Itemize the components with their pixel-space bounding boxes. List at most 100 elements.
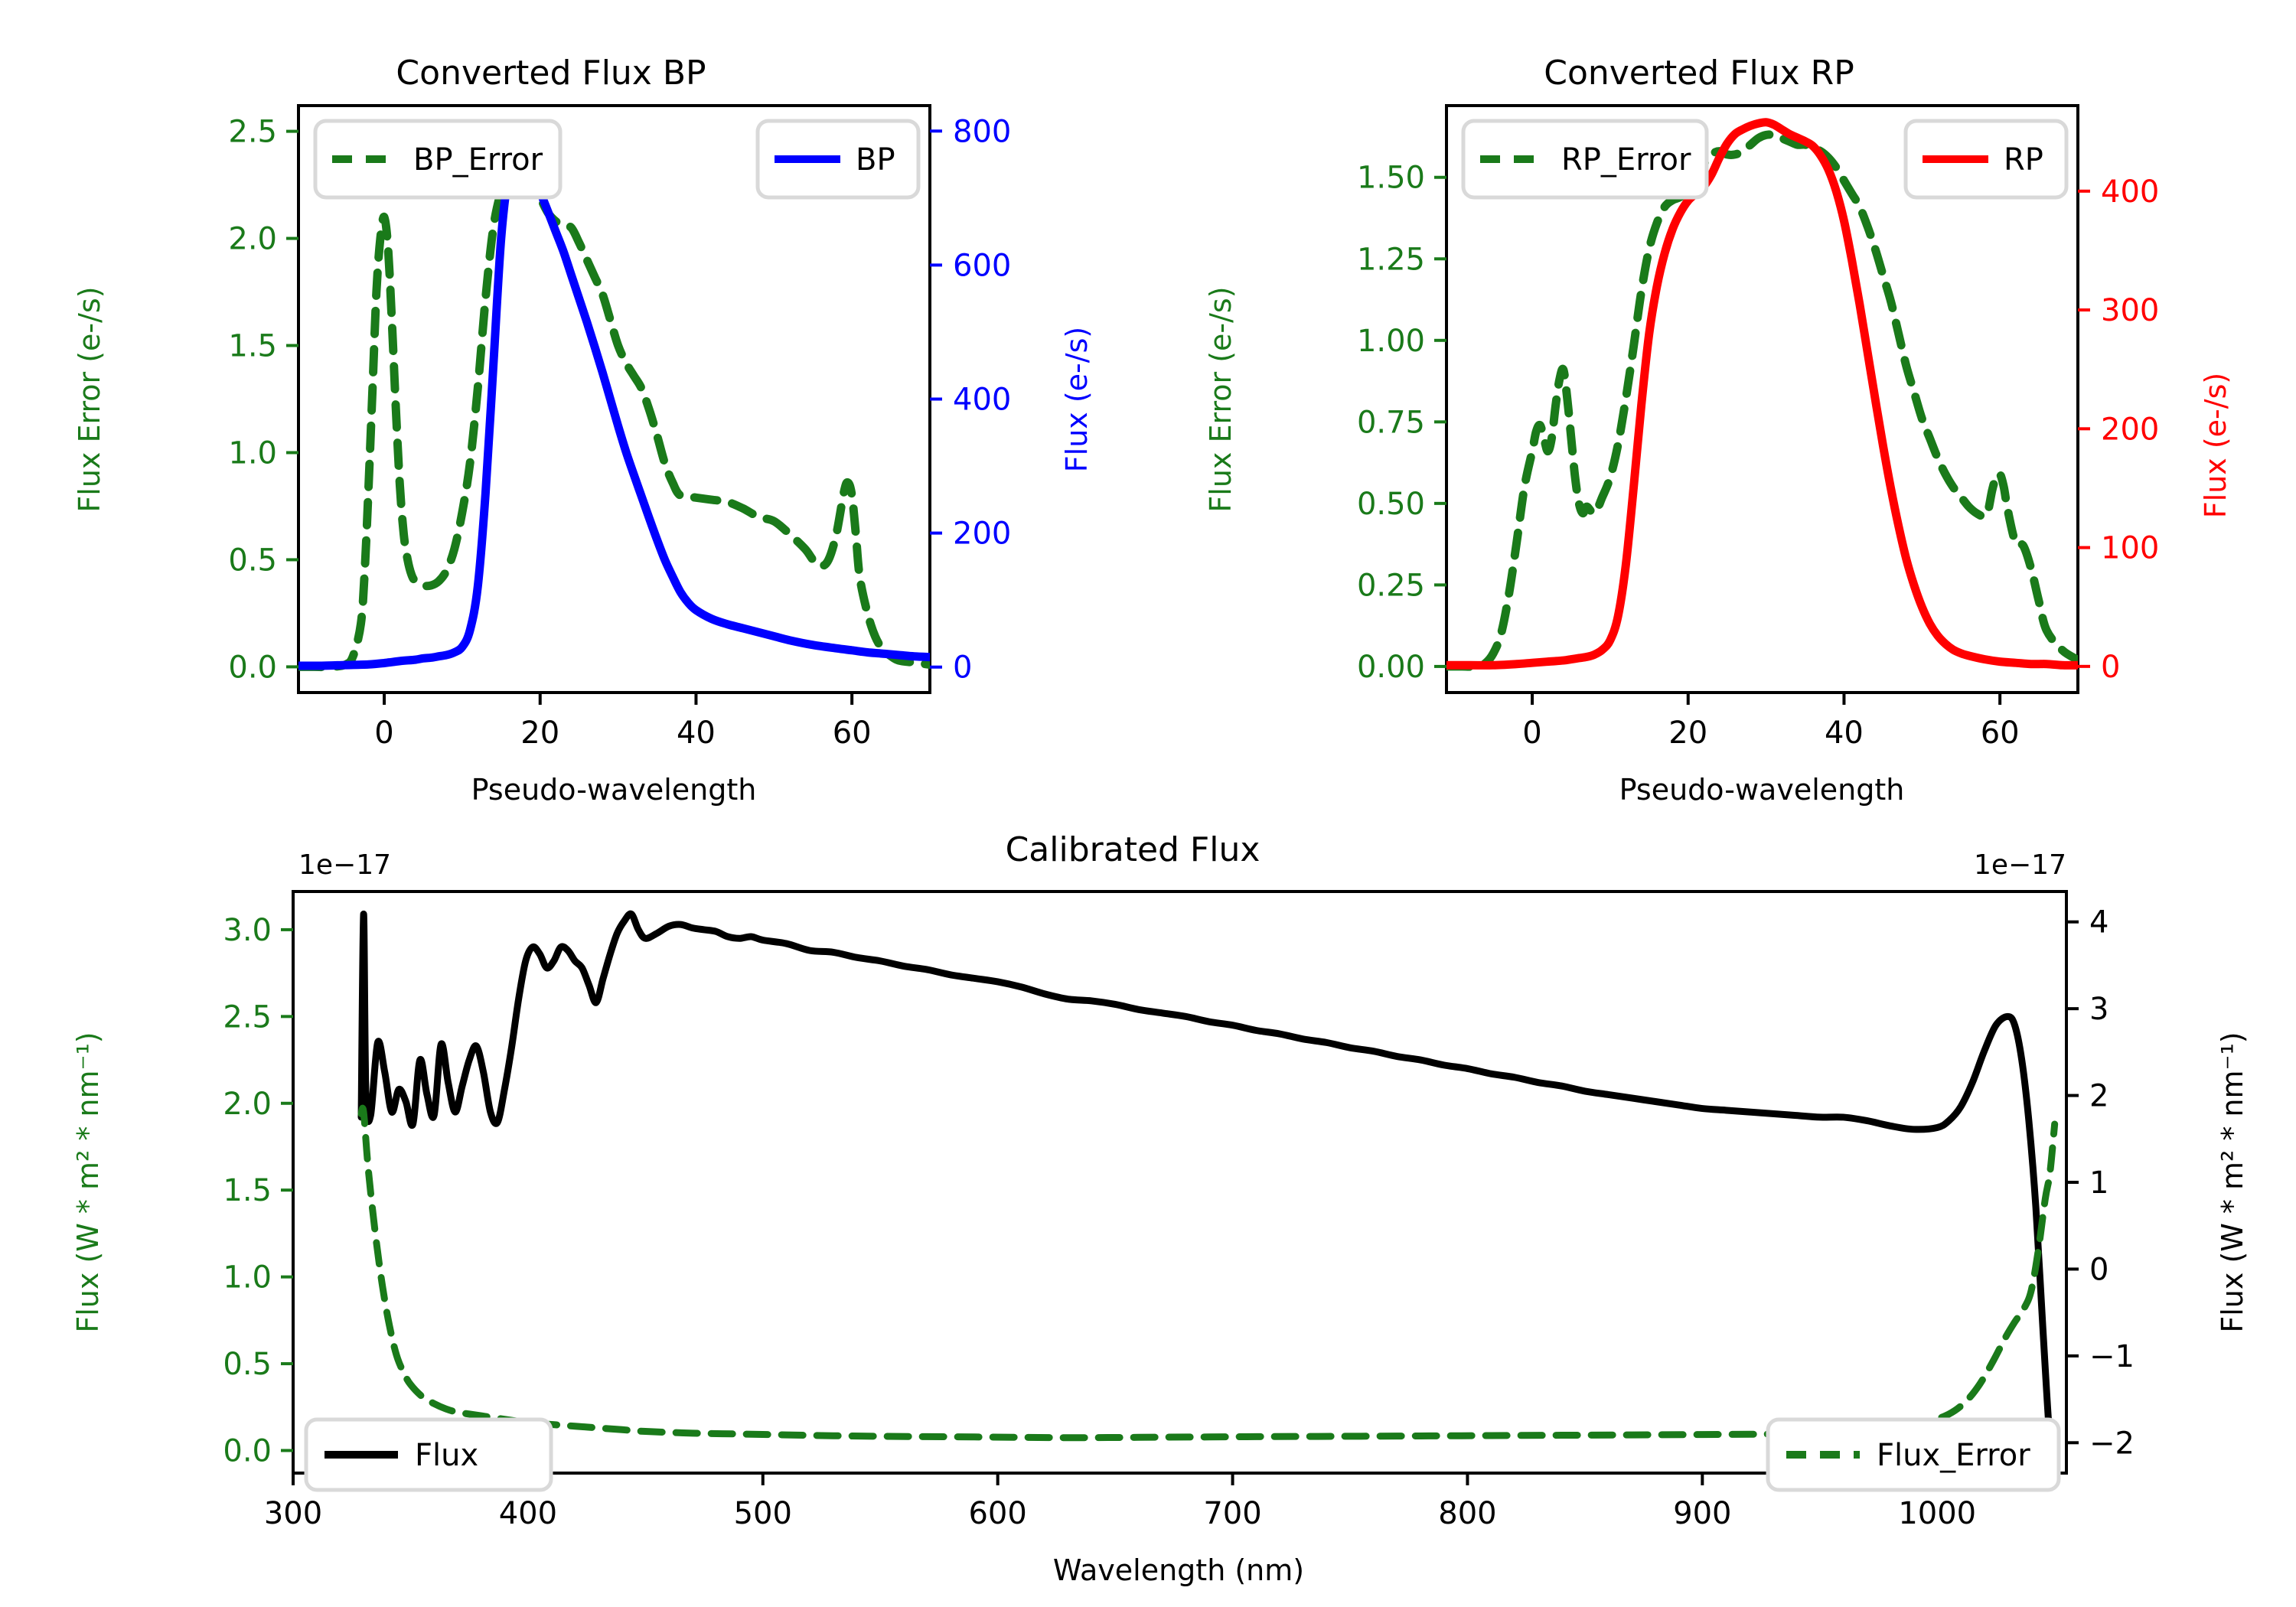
cal-curves	[357, 910, 2059, 1475]
cal-legend-flux-label: Flux	[415, 1438, 478, 1473]
bp-right-tick-label: 400	[953, 383, 1011, 418]
bp-x-tick-label: 0	[374, 715, 393, 751]
rp-right-tick-label: 100	[2101, 531, 2159, 566]
bp-curves	[298, 135, 930, 672]
cal-legend-flux[interactable]: Flux	[304, 1417, 553, 1492]
cal-legend-error-label: Flux_Error	[1877, 1438, 2030, 1473]
cal-right-tick-label: 1	[2089, 1165, 2108, 1201]
cal-left-axis-ticks: 0.0 0.5 1.0 1.5 2.0 2.5 3.0	[223, 913, 293, 1469]
cal-x-tick-label: 700	[1203, 1496, 1261, 1531]
bp-xlabel: Pseudo-wavelength	[471, 773, 757, 807]
rp-left-tick-label: 0.75	[1357, 405, 1425, 440]
bp-ylabel-left: Flux Error (e-/s)	[73, 286, 106, 512]
bp-right-tick-label: 200	[953, 517, 1011, 552]
rp-left-axis-ticks: 0.00 0.25 0.50 0.75 1.00 1.25 1.50	[1357, 161, 1446, 685]
rp-series-rp_error	[1446, 130, 2078, 671]
rp-legend-error-label: RP_Error	[1561, 142, 1691, 178]
cal-ylabel-left: Flux (W * m² * nm⁻¹)	[71, 1032, 105, 1332]
cal-offset-left: 1e−17	[298, 849, 391, 881]
cal-x-tick-label: 600	[968, 1496, 1026, 1531]
cal-left-tick-label: 1.0	[223, 1260, 272, 1296]
cal-right-tick-label: 0	[2089, 1252, 2108, 1287]
bp-left-axis-ticks: 0.0 0.5 1.0 1.5 2.0 2.5	[228, 115, 298, 685]
bp-left-tick-label: 0.0	[228, 650, 277, 685]
rp-legend-error[interactable]: RP_Error	[1461, 119, 1709, 200]
rp-right-tick-label: 300	[2101, 293, 2159, 328]
cal-plot-frame	[292, 890, 2068, 1475]
rp-right-tick-label: 400	[2101, 174, 2159, 210]
bp-legend-error[interactable]: BP_Error	[313, 119, 563, 200]
cal-left-tick-label: 2.0	[223, 1087, 272, 1122]
cal-legend-error[interactable]: Flux_Error	[1766, 1417, 2061, 1492]
cal-xlabel: Wavelength (nm)	[1053, 1553, 1304, 1587]
panel-converted-flux-bp: Converted Flux BP 0.0 0.5 1.0 1.5 2.0 2.5 0 20…	[0, 46, 1133, 819]
cal-title: Calibrated Flux	[1006, 830, 1261, 869]
rp-x-tick-label: 40	[1825, 715, 1864, 751]
bp-right-tick-label: 0	[953, 650, 972, 686]
bp-x-tick-label: 20	[520, 715, 559, 751]
rp-x-tick-label: 0	[1522, 715, 1541, 751]
rp-curves	[1446, 118, 2078, 671]
bp-legend-flux[interactable]: BP	[755, 119, 921, 200]
bp-x-tick-label: 40	[677, 715, 716, 751]
panel-calibrated-flux: Calibrated Flux 1e−17 1e−17 0.0 0.5 1.0 1.5…	[0, 826, 2296, 1607]
cal-x-tick-label: 900	[1673, 1496, 1731, 1531]
rp-left-tick-label: 0.50	[1357, 487, 1425, 522]
cal-left-tick-label: 2.5	[223, 999, 272, 1035]
rp-left-tick-label: 0.00	[1357, 650, 1425, 685]
cal-left-tick-label: 1.5	[223, 1173, 272, 1208]
bp-right-tick-label: 600	[953, 248, 1011, 283]
rp-left-tick-label: 1.25	[1357, 242, 1425, 277]
bp-legend-flux-label: BP	[856, 142, 895, 178]
rp-plot-frame	[1445, 104, 2079, 694]
bp-left-tick-label: 2.0	[228, 222, 277, 257]
cal-x-tick-label: 500	[734, 1496, 792, 1531]
cal-series-flux	[357, 910, 2059, 1475]
bp-left-tick-label: 1.5	[228, 329, 277, 364]
cal-right-axis-ticks: −2 −1 0 1 2 3 4	[2066, 905, 2135, 1461]
rp-title: Converted Flux RP	[1544, 54, 1854, 93]
rp-x-tick-label: 20	[1668, 715, 1707, 751]
cal-right-tick-label: 2	[2089, 1079, 2108, 1114]
rp-right-axis-ticks: 0 100 200 300 400	[2078, 174, 2159, 685]
cal-x-tick-label: 300	[264, 1496, 322, 1531]
bp-right-axis-ticks: 0 200 400 600 800	[930, 114, 1011, 686]
rp-left-tick-label: 1.50	[1357, 161, 1425, 196]
rp-legend-flux-label: RP	[2004, 142, 2043, 178]
bp-title: Converted Flux BP	[396, 54, 706, 93]
rp-legend-flux[interactable]: RP	[1903, 119, 2069, 200]
rp-ylabel-right: Flux (e-/s)	[2199, 373, 2232, 518]
bp-series-bp	[298, 139, 930, 670]
rp-left-tick-label: 0.25	[1357, 568, 1425, 603]
cal-x-tick-label: 400	[499, 1496, 557, 1531]
bp-legend-error-label: BP_Error	[413, 142, 543, 178]
rp-x-tick-label: 60	[1981, 715, 2020, 751]
cal-left-tick-label: 0.0	[223, 1434, 272, 1469]
rp-left-tick-label: 1.00	[1357, 324, 1425, 359]
cal-x-axis-ticks: 300 400 500 600 700 800 900 1000	[264, 1473, 1976, 1531]
bp-right-tick-label: 800	[953, 114, 1011, 149]
bp-left-tick-label: 1.0	[228, 435, 277, 471]
cal-offset-right: 1e−17	[1974, 849, 2066, 881]
cal-right-tick-label: −1	[2089, 1339, 2135, 1374]
cal-left-tick-label: 3.0	[223, 913, 272, 948]
cal-left-tick-label: 0.5	[223, 1347, 272, 1382]
bp-left-tick-label: 2.5	[228, 115, 277, 150]
cal-series-flux_error	[357, 1104, 2059, 1442]
rp-ylabel-left: Flux Error (e-/s)	[1204, 286, 1238, 512]
cal-right-tick-label: 3	[2089, 992, 2108, 1027]
cal-ylabel-right: Flux (W * m² * nm⁻¹)	[2216, 1032, 2249, 1332]
cal-x-tick-label: 800	[1438, 1496, 1496, 1531]
rp-series-rp	[1446, 118, 2078, 670]
bp-ylabel-right: Flux (e-/s)	[1060, 327, 1094, 472]
rp-x-axis-ticks: 0 20 40 60	[1522, 693, 2020, 751]
bp-left-tick-label: 0.5	[228, 543, 277, 578]
rp-right-tick-label: 0	[2101, 650, 2120, 685]
cal-right-tick-label: −2	[2089, 1426, 2135, 1461]
cal-x-tick-label: 1000	[1898, 1496, 1976, 1531]
rp-xlabel: Pseudo-wavelength	[1619, 773, 1905, 807]
cal-right-tick-label: 4	[2089, 905, 2108, 940]
bp-x-axis-ticks: 0 20 40 60	[374, 693, 872, 751]
panel-converted-flux-rp: Converted Flux RP 0.00 0.25 0.50 0.75 1.00 1.…	[1148, 46, 2296, 819]
